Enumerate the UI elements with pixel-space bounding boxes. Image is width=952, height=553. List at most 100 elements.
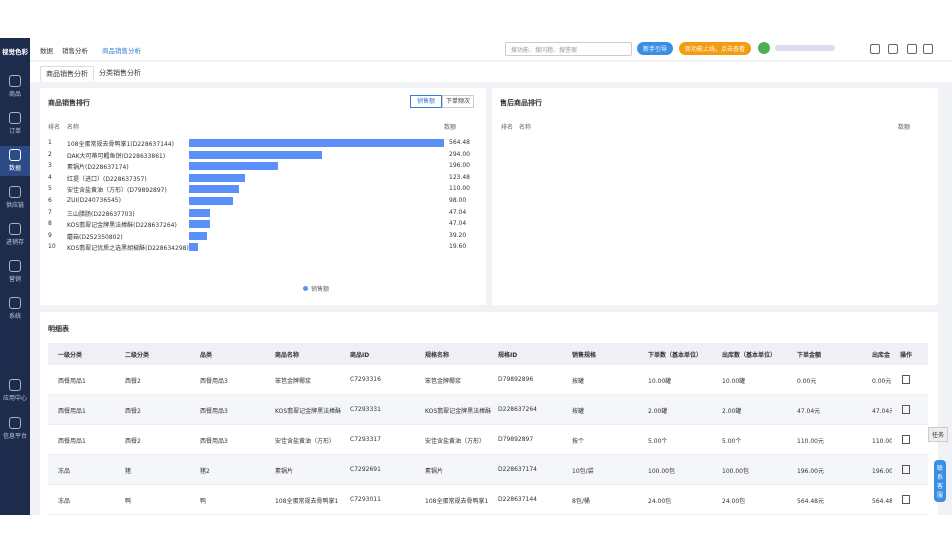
nav-icon [9,186,21,198]
service-button[interactable]: 联系客服 [934,460,946,502]
breadcrumb-item: 商品销售分析 [102,45,141,55]
table-cell: 按罐 [572,406,584,415]
column-header: 数额 [898,122,910,131]
nav-label: 应用中心 [0,393,30,402]
nav-icon [9,75,21,87]
table-cell: 24.00包 [722,496,745,505]
rank: 1 [48,139,52,146]
nav-item[interactable]: 数据 [0,146,30,176]
action-icon[interactable] [902,375,910,384]
bar [189,209,210,217]
table-cell: 24.00包 [648,496,671,505]
search-box[interactable]: 搜功能、搜问题、搜答案 [505,42,632,56]
item-name: 素锅片(D228637174) [67,162,129,171]
nav-item[interactable]: 系统 [0,294,30,324]
nav-icon [9,297,21,309]
bar [189,197,233,205]
header-icon[interactable] [888,44,898,54]
ranking-panel: 商品销售排行销售额下单频次排名名称数额1108全蛋常规去骨鸭掌1(D228637… [40,88,486,305]
table-cell: 素锅片 [425,466,443,475]
table-cell: 0.00元 [872,376,891,385]
table-cell: 47.04元 [797,406,820,415]
avatar[interactable] [758,42,770,54]
header-icon[interactable] [870,44,880,54]
new-feature-button[interactable]: 新功能上线，点击查看 [679,42,751,55]
value-label: 47.04 [449,220,466,227]
item-name: 红提（进口）(D228637357) [67,174,147,183]
table-cell: C7293011 [350,496,381,503]
table-cell: 鸭 [125,496,131,505]
table-cell: 安佳含盐黄油（方形） [425,436,485,445]
guide-button[interactable]: 新手引导 [637,42,673,55]
item-name: 三山腊肠(D228637703) [67,209,135,218]
column-header: 一级分类 [58,350,82,359]
table-cell: KOS翡翠记金牌黑法棒酥 [275,406,341,415]
task-button[interactable]: 任务 [928,427,948,442]
table-cell: 564.48元 [797,496,824,505]
item-name: ZUI(D240736545) [67,197,121,204]
column-header: 名称 [67,122,79,131]
table-cell: 西餐用品1 [58,436,86,445]
nav-item[interactable]: 应用中心 [0,376,30,406]
nav-item[interactable]: 信息平台 [0,414,30,444]
tab[interactable]: 商品销售分析 [40,66,94,81]
value-label: 47.04 [449,209,466,216]
bar [189,185,239,193]
value-label: 294.00 [449,151,470,158]
column-header: 名称 [519,122,531,131]
toggle-button[interactable]: 下单频次 [442,95,474,108]
tab[interactable]: 分类销售分析 [94,66,146,80]
bar [189,232,207,240]
table-cell: 47.04元 [872,406,892,415]
breadcrumb-item[interactable]: 销售分析 [62,45,88,55]
nav-item[interactable]: 进销存 [0,220,30,250]
toggle-button[interactable]: 销售额 [410,95,442,108]
table-cell: 按个 [572,436,584,445]
column-header: 商品名称 [275,350,299,359]
nav-icon [9,417,21,429]
bar [189,174,245,182]
nav-item[interactable]: 供应链 [0,183,30,213]
after-sales-panel: 售后商品排行排名名称数额 [492,88,938,305]
rank: 9 [48,232,52,239]
value-label: 110.00 [449,185,470,192]
action-icon[interactable] [902,405,910,414]
app: 视觉色彩商品订单数据供应链进销存营销系统应用中心信息平台数据销售分析商品销售分析… [0,38,952,515]
item-name: 安佳含盐黄油（方形）(D79892897) [67,185,167,194]
column-header: 规格名称 [425,350,449,359]
action-icon[interactable] [902,435,910,444]
bar [189,162,278,170]
nav-label: 信息平台 [0,431,30,440]
action-icon[interactable] [902,465,910,474]
header-icon[interactable] [907,44,917,54]
nav-item[interactable]: 商品 [0,72,30,102]
table-row [48,425,928,455]
tabs: 商品销售分析分类销售分析 [30,62,952,82]
column-header: 数额 [444,122,456,131]
rank: 5 [48,185,52,192]
nav-item[interactable]: 营销 [0,257,30,287]
value-label: 19.60 [449,243,466,250]
panel-title: 明细表 [48,324,69,334]
table-cell: D228637174 [498,466,537,473]
table-cell: 2.00罐 [722,406,741,415]
nav-item[interactable]: 订单 [0,109,30,139]
value-label: 123.48 [449,174,470,181]
nav-label: 系统 [0,311,30,320]
nav-icon [9,223,21,235]
rank: 3 [48,162,52,169]
column-header: 品类 [200,350,212,359]
table-cell: 110.00元 [872,436,892,445]
breadcrumb-item[interactable]: 数据 [40,45,53,55]
table-cell: 10.00罐 [722,376,745,385]
value-label: 564.48 [449,139,470,146]
table-cell: 西餐用品3 [200,436,228,445]
table-cell: 西餐用品1 [58,406,86,415]
header-icon[interactable] [923,44,933,54]
rank: 2 [48,151,52,158]
table-cell: 西餐2 [125,406,141,415]
bar [189,243,198,251]
action-icon[interactable] [902,495,910,504]
table-cell: 笨笆金牌椰浆 [425,376,461,385]
